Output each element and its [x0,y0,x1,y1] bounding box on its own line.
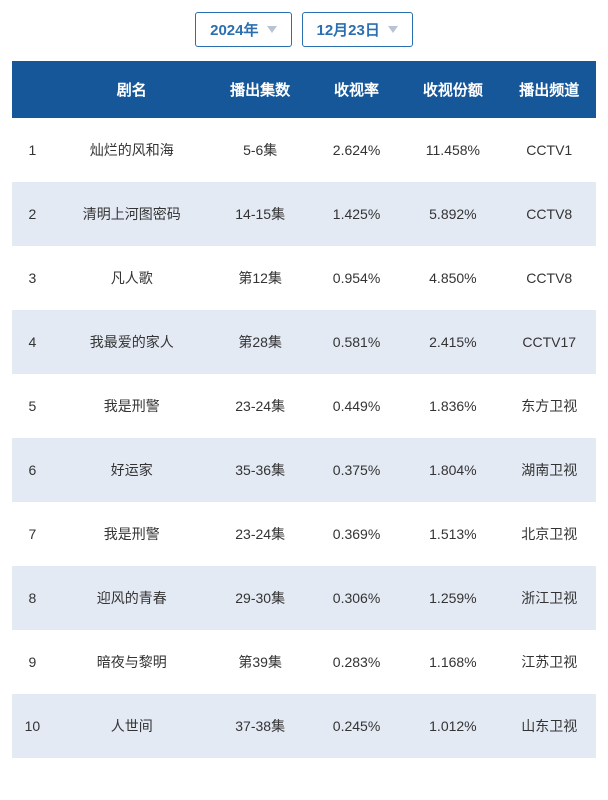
date-selector[interactable]: 12月23日 [302,12,413,47]
cell-rating: 0.954% [310,246,403,310]
cell-share: 1.012% [403,694,502,758]
cell-episodes: 23-24集 [211,374,310,438]
table-row: 9暗夜与黎明第39集0.283%1.168%江苏卫视 [12,630,596,694]
date-selector-label: 12月23日 [317,19,380,40]
col-rating: 收视率 [310,61,403,118]
cell-channel: CCTV17 [503,310,596,374]
cell-share: 2.415% [403,310,502,374]
cell-title: 暗夜与黎明 [53,630,211,694]
cell-channel: 湖南卫视 [503,438,596,502]
cell-rating: 0.283% [310,630,403,694]
cell-rank: 10 [12,694,53,758]
cell-episodes: 第12集 [211,246,310,310]
table-row: 4我最爱的家人第28集0.581%2.415%CCTV17 [12,310,596,374]
cell-rating: 1.425% [310,182,403,246]
cell-channel: CCTV8 [503,246,596,310]
cell-channel: 北京卫视 [503,502,596,566]
cell-channel: 东方卫视 [503,374,596,438]
year-selector-label: 2024年 [210,19,258,40]
date-selectors: 2024年 12月23日 [12,12,596,47]
col-channel: 播出频道 [503,61,596,118]
cell-rating: 0.306% [310,566,403,630]
col-title: 剧名 [53,61,211,118]
col-episodes: 播出集数 [211,61,310,118]
cell-episodes: 第39集 [211,630,310,694]
cell-title: 人世间 [53,694,211,758]
year-selector[interactable]: 2024年 [195,12,291,47]
cell-title: 我是刑警 [53,502,211,566]
cell-channel: 浙江卫视 [503,566,596,630]
cell-title: 我是刑警 [53,374,211,438]
cell-rank: 2 [12,182,53,246]
cell-rank: 6 [12,438,53,502]
cell-title: 凡人歌 [53,246,211,310]
cell-rank: 8 [12,566,53,630]
cell-episodes: 23-24集 [211,502,310,566]
cell-channel: CCTV1 [503,118,596,182]
cell-rank: 7 [12,502,53,566]
cell-rating: 0.369% [310,502,403,566]
cell-title: 好运家 [53,438,211,502]
table-row: 6好运家35-36集0.375%1.804%湖南卫视 [12,438,596,502]
cell-channel: 江苏卫视 [503,630,596,694]
cell-rank: 9 [12,630,53,694]
col-share: 收视份额 [403,61,502,118]
cell-rank: 5 [12,374,53,438]
cell-rank: 1 [12,118,53,182]
cell-episodes: 35-36集 [211,438,310,502]
cell-share: 4.850% [403,246,502,310]
table-header-row: 剧名 播出集数 收视率 收视份额 播出频道 [12,61,596,118]
cell-rating: 2.624% [310,118,403,182]
chevron-down-icon [267,26,277,33]
cell-title: 清明上河图密码 [53,182,211,246]
cell-share: 1.513% [403,502,502,566]
table-row: 1灿烂的风和海5-6集2.624%11.458%CCTV1 [12,118,596,182]
cell-share: 1.804% [403,438,502,502]
cell-episodes: 第28集 [211,310,310,374]
cell-rating: 0.245% [310,694,403,758]
cell-episodes: 5-6集 [211,118,310,182]
cell-share: 1.836% [403,374,502,438]
cell-share: 11.458% [403,118,502,182]
table-row: 2清明上河图密码14-15集1.425%5.892%CCTV8 [12,182,596,246]
cell-title: 我最爱的家人 [53,310,211,374]
table-row: 10人世间37-38集0.245%1.012%山东卫视 [12,694,596,758]
cell-rank: 3 [12,246,53,310]
cell-channel: 山东卫视 [503,694,596,758]
table-row: 5我是刑警23-24集0.449%1.836%东方卫视 [12,374,596,438]
chevron-down-icon [388,26,398,33]
ratings-table: 剧名 播出集数 收视率 收视份额 播出频道 1灿烂的风和海5-6集2.624%1… [12,61,596,758]
cell-rating: 0.581% [310,310,403,374]
cell-episodes: 14-15集 [211,182,310,246]
cell-share: 5.892% [403,182,502,246]
table-row: 7我是刑警23-24集0.369%1.513%北京卫视 [12,502,596,566]
cell-rank: 4 [12,310,53,374]
cell-share: 1.168% [403,630,502,694]
cell-rating: 0.375% [310,438,403,502]
cell-channel: CCTV8 [503,182,596,246]
cell-title: 灿烂的风和海 [53,118,211,182]
table-row: 3凡人歌第12集0.954%4.850%CCTV8 [12,246,596,310]
cell-episodes: 37-38集 [211,694,310,758]
cell-share: 1.259% [403,566,502,630]
cell-title: 迎风的青春 [53,566,211,630]
cell-rating: 0.449% [310,374,403,438]
col-rank [12,61,53,118]
table-row: 8迎风的青春29-30集0.306%1.259%浙江卫视 [12,566,596,630]
cell-episodes: 29-30集 [211,566,310,630]
